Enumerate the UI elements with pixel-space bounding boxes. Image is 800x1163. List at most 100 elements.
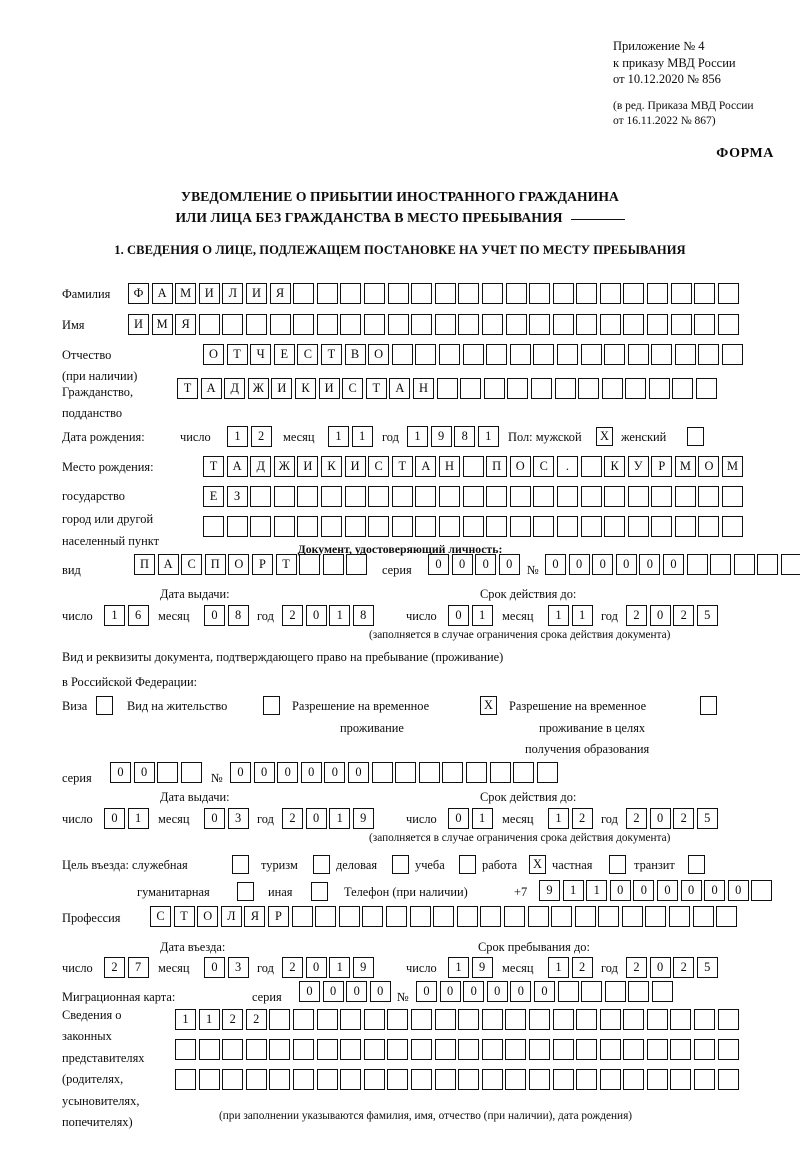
char-cell[interactable] bbox=[481, 1009, 503, 1030]
checkbox-purpose-transit[interactable] bbox=[688, 855, 705, 874]
char-cell[interactable] bbox=[411, 314, 433, 335]
char-cell[interactable] bbox=[599, 1069, 621, 1090]
char-cell[interactable]: Ж bbox=[247, 378, 269, 399]
char-cell[interactable] bbox=[551, 906, 573, 927]
char-cell[interactable] bbox=[576, 1009, 598, 1030]
char-cell[interactable] bbox=[434, 1039, 456, 1060]
char-cell[interactable]: 0 bbox=[277, 762, 299, 783]
char-cell[interactable] bbox=[557, 981, 579, 1002]
char-cell[interactable] bbox=[411, 283, 433, 304]
char-cell[interactable]: 0 bbox=[305, 957, 327, 978]
char-cell[interactable] bbox=[670, 1039, 692, 1060]
char-cell[interactable] bbox=[672, 378, 694, 399]
char-cell[interactable] bbox=[601, 378, 623, 399]
char-cell[interactable]: Л bbox=[222, 283, 244, 304]
char-cell[interactable] bbox=[198, 314, 220, 335]
char-cell[interactable] bbox=[576, 1069, 598, 1090]
char-cell[interactable]: 0 bbox=[592, 554, 614, 575]
char-cell[interactable]: Т bbox=[275, 554, 297, 575]
char-cell[interactable] bbox=[489, 762, 511, 783]
char-cell[interactable] bbox=[505, 314, 527, 335]
char-cell[interactable] bbox=[627, 486, 649, 507]
char-cell[interactable]: 2 bbox=[673, 957, 695, 978]
char-cell[interactable] bbox=[316, 1009, 338, 1030]
char-cell[interactable] bbox=[292, 1009, 314, 1030]
char-cell[interactable] bbox=[340, 283, 362, 304]
char-cell[interactable] bbox=[410, 1039, 432, 1060]
char-cell[interactable] bbox=[604, 486, 626, 507]
char-cell[interactable] bbox=[387, 1069, 409, 1090]
char-cell[interactable] bbox=[552, 283, 574, 304]
char-cell[interactable]: 0 bbox=[463, 981, 485, 1002]
char-cell[interactable]: Р bbox=[651, 456, 673, 477]
char-cell[interactable] bbox=[363, 314, 385, 335]
char-cell[interactable]: Т bbox=[226, 344, 248, 365]
char-cell[interactable] bbox=[175, 1039, 196, 1060]
char-cell[interactable]: С bbox=[297, 344, 319, 365]
char-cell[interactable]: 7 bbox=[127, 957, 149, 978]
char-cell[interactable]: 1 bbox=[351, 426, 373, 447]
char-cell[interactable] bbox=[368, 486, 390, 507]
char-cell[interactable] bbox=[580, 456, 602, 477]
char-cell[interactable] bbox=[552, 1039, 574, 1060]
char-cell[interactable] bbox=[462, 344, 484, 365]
char-cell[interactable]: М bbox=[175, 283, 197, 304]
char-cell[interactable] bbox=[533, 516, 555, 537]
char-cell[interactable] bbox=[509, 344, 531, 365]
checkbox-sex-female[interactable] bbox=[687, 427, 704, 446]
char-cell[interactable] bbox=[503, 906, 525, 927]
char-cell[interactable] bbox=[460, 378, 482, 399]
char-cell[interactable] bbox=[297, 486, 319, 507]
char-cell[interactable]: 0 bbox=[680, 880, 702, 901]
char-cell[interactable]: Я bbox=[269, 283, 291, 304]
char-cell[interactable] bbox=[623, 1009, 645, 1030]
char-cell[interactable]: 0 bbox=[533, 981, 555, 1002]
char-cell[interactable]: 2 bbox=[104, 957, 125, 978]
char-cell[interactable]: 0 bbox=[609, 880, 631, 901]
char-cell[interactable]: О bbox=[698, 456, 720, 477]
char-cell[interactable]: К bbox=[604, 456, 626, 477]
char-cell[interactable] bbox=[698, 486, 720, 507]
char-cell[interactable] bbox=[180, 762, 202, 783]
char-cell[interactable] bbox=[198, 1039, 220, 1060]
char-cell[interactable] bbox=[509, 516, 531, 537]
char-cell[interactable]: 0 bbox=[416, 981, 437, 1002]
char-cell[interactable] bbox=[670, 314, 692, 335]
checkbox-purpose-business[interactable] bbox=[392, 855, 409, 874]
char-cell[interactable] bbox=[322, 554, 344, 575]
char-cell[interactable]: 0 bbox=[486, 981, 508, 1002]
char-cell[interactable] bbox=[269, 1039, 291, 1060]
char-cell[interactable]: 1 bbox=[471, 605, 493, 626]
char-cell[interactable] bbox=[581, 981, 603, 1002]
char-cell[interactable] bbox=[250, 486, 272, 507]
char-cell[interactable]: А bbox=[415, 456, 437, 477]
char-cell[interactable] bbox=[442, 762, 464, 783]
char-cell[interactable] bbox=[483, 378, 505, 399]
char-cell[interactable]: Т bbox=[173, 906, 195, 927]
char-cell[interactable] bbox=[530, 378, 552, 399]
char-cell[interactable]: О bbox=[368, 344, 390, 365]
char-cell[interactable] bbox=[415, 486, 437, 507]
char-cell[interactable]: 1 bbox=[329, 808, 351, 829]
char-cell[interactable]: 2 bbox=[673, 808, 695, 829]
char-cell[interactable] bbox=[623, 1069, 645, 1090]
char-cell[interactable]: 1 bbox=[548, 957, 569, 978]
char-cell[interactable]: 9 bbox=[539, 880, 560, 901]
char-cell[interactable] bbox=[340, 1069, 362, 1090]
char-cell[interactable]: А bbox=[151, 283, 173, 304]
char-cell[interactable] bbox=[604, 344, 626, 365]
char-cell[interactable] bbox=[436, 378, 458, 399]
char-cell[interactable] bbox=[362, 906, 384, 927]
char-cell[interactable]: 5 bbox=[696, 605, 718, 626]
checkbox-purpose-humanitarian[interactable] bbox=[237, 882, 254, 901]
char-cell[interactable] bbox=[486, 486, 508, 507]
